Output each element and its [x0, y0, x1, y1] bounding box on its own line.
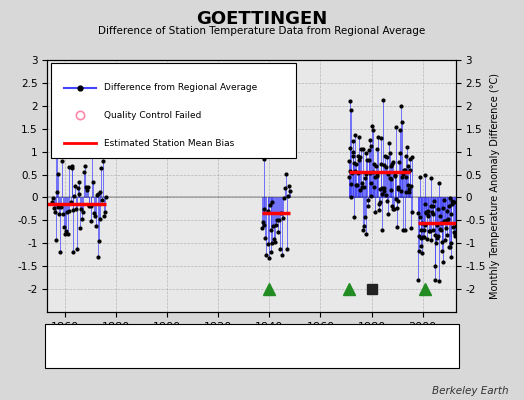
Text: Station Move: Station Move: [68, 328, 128, 336]
Text: Quality Control Failed: Quality Control Failed: [104, 111, 202, 120]
Text: Time of Obs. Change: Time of Obs. Change: [241, 328, 335, 336]
FancyBboxPatch shape: [51, 62, 297, 158]
Text: Record Gap: Record Gap: [157, 328, 210, 336]
Text: GOETTINGEN: GOETTINGEN: [196, 10, 328, 28]
Y-axis label: Monthly Temperature Anomaly Difference (°C): Monthly Temperature Anomaly Difference (…: [490, 73, 500, 299]
Text: Difference of Station Temperature Data from Regional Average: Difference of Station Temperature Data f…: [99, 26, 425, 36]
Text: Berkeley Earth: Berkeley Earth: [432, 386, 508, 396]
Text: ▼: ▼: [225, 326, 235, 338]
Text: Difference from Regional Average: Difference from Regional Average: [104, 83, 258, 92]
Text: ◆: ◆: [52, 326, 62, 338]
Text: Empirical Break: Empirical Break: [367, 328, 438, 336]
Text: ■: ■: [351, 326, 363, 338]
Text: Estimated Station Mean Bias: Estimated Station Mean Bias: [104, 139, 235, 148]
Text: ▲: ▲: [141, 326, 151, 338]
